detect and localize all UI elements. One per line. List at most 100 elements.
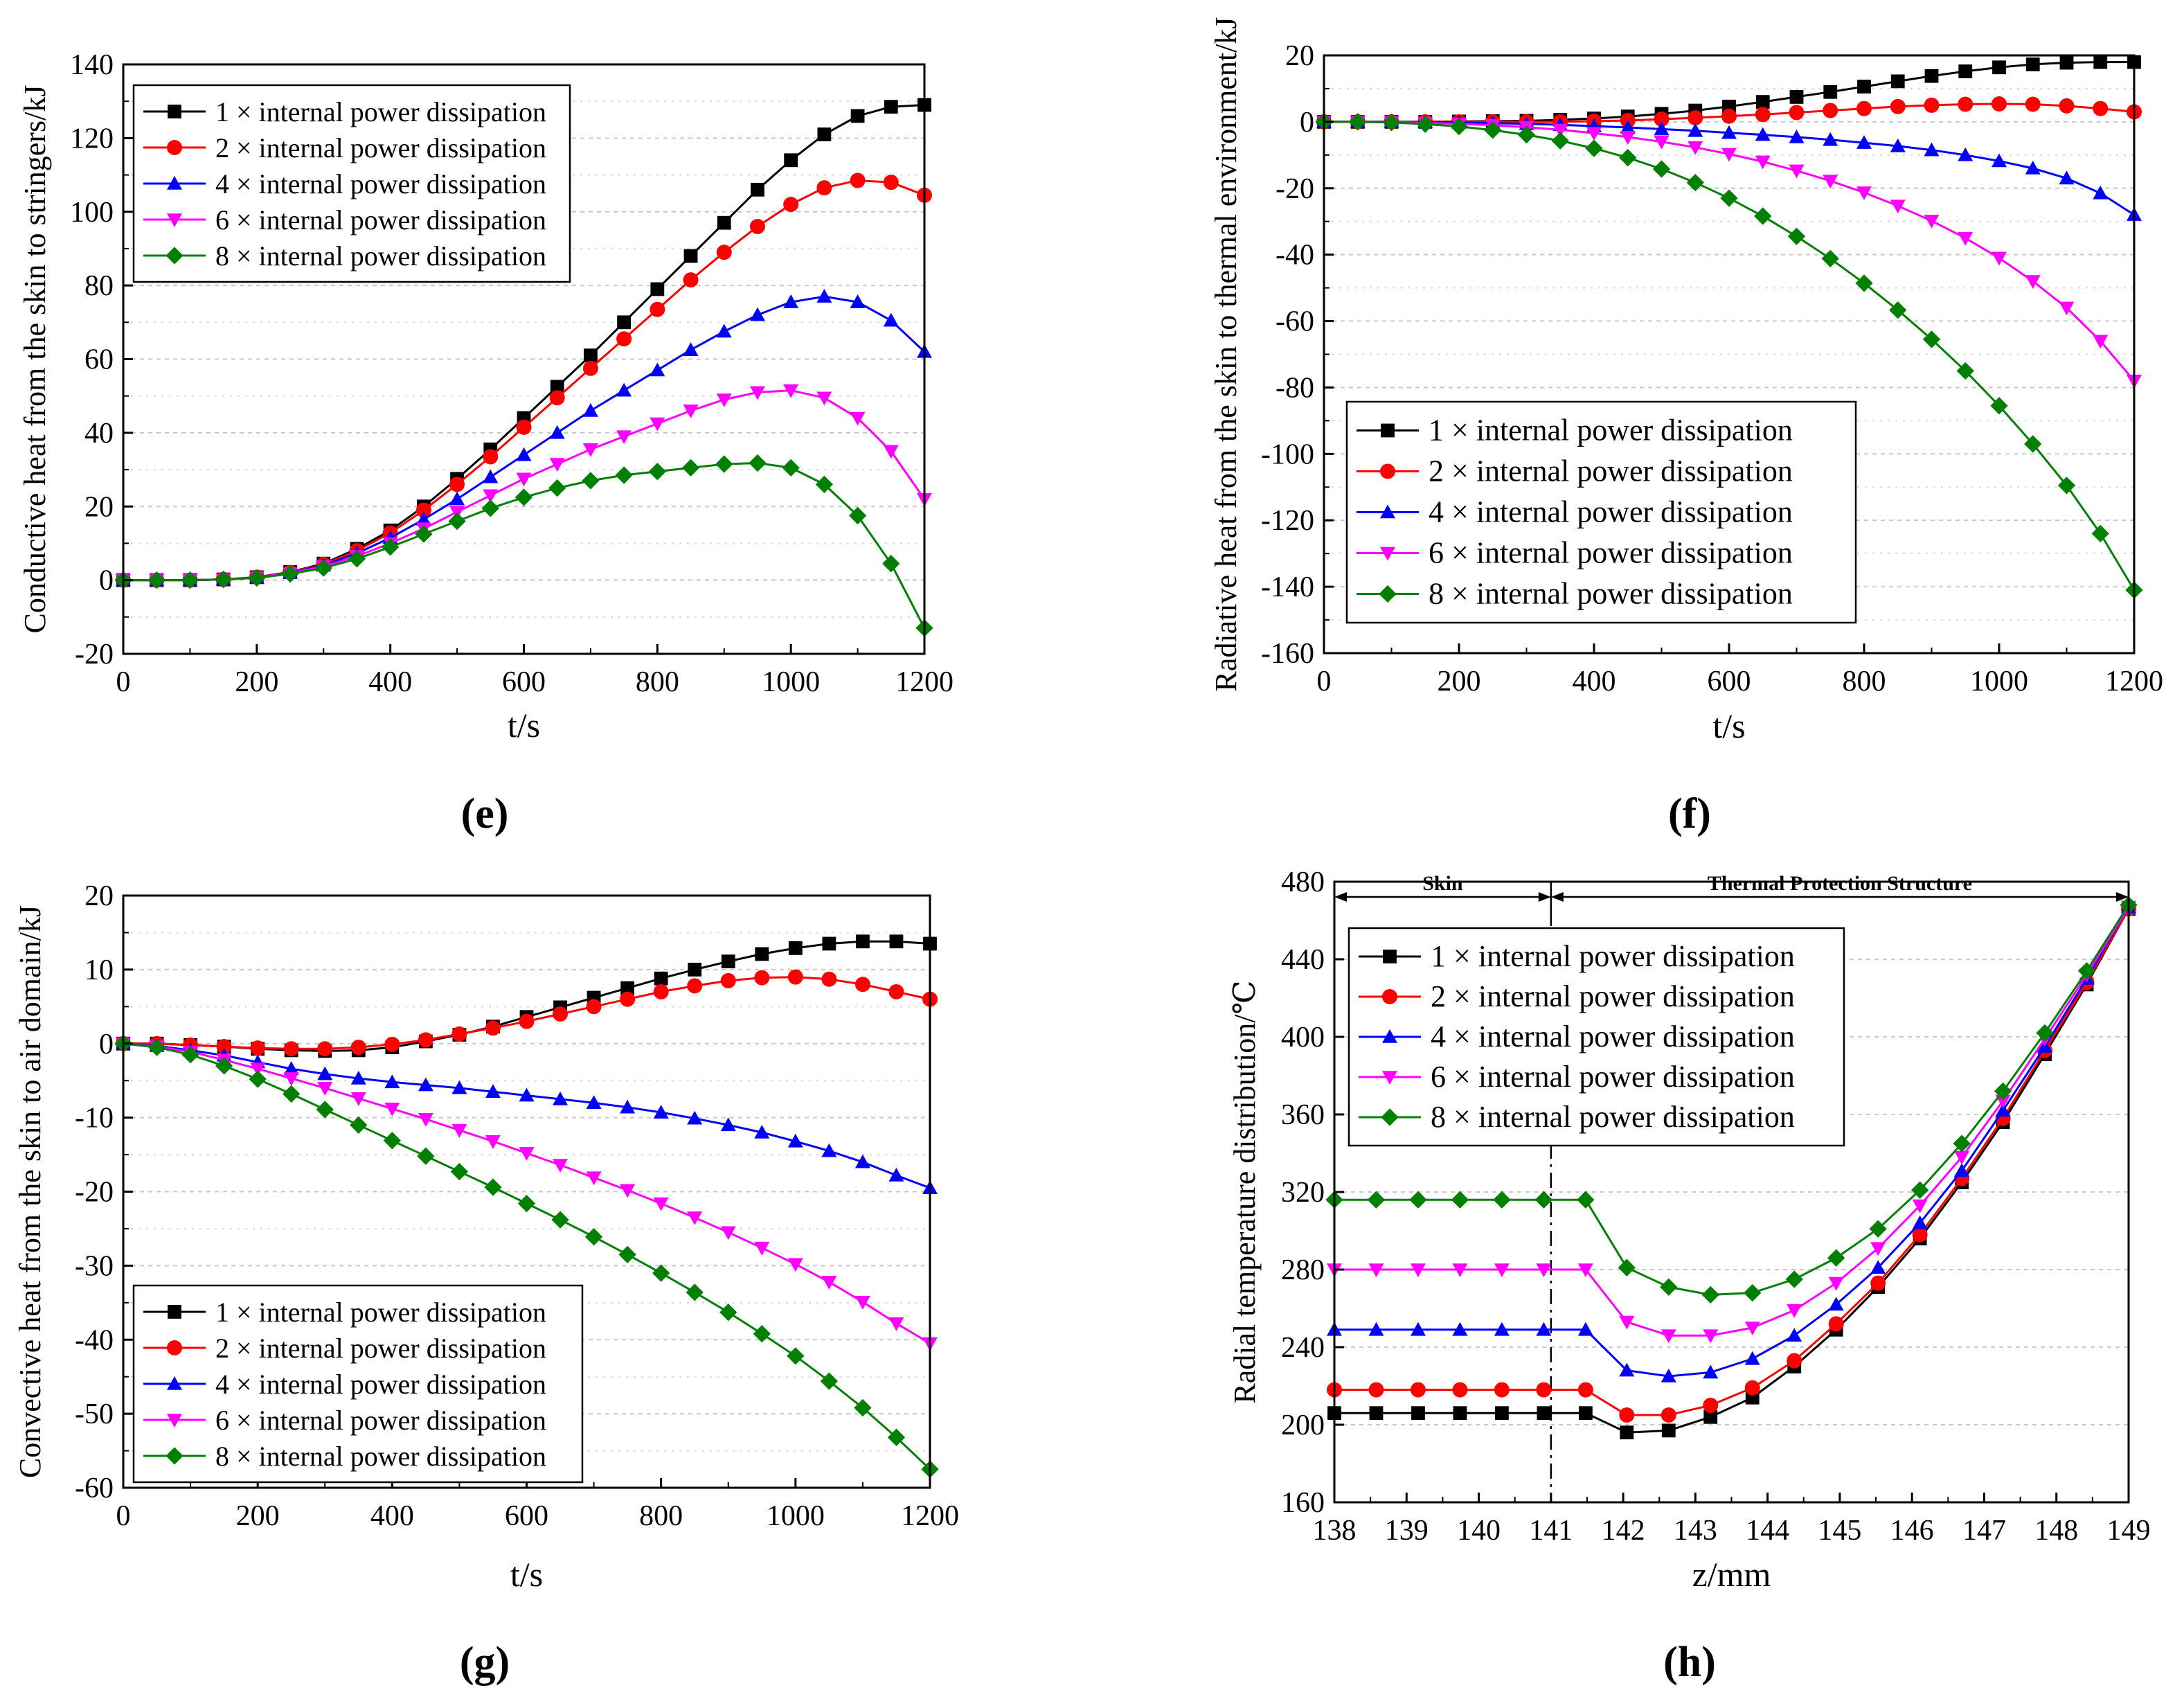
data-point xyxy=(1368,1263,1384,1277)
data-point xyxy=(1619,1407,1635,1423)
data-point xyxy=(1536,1263,1552,1277)
x-tick-label: 148 xyxy=(2034,1515,2078,1547)
data-point xyxy=(1577,1191,1595,1209)
data-point xyxy=(250,1062,266,1077)
legend-label: 6 × internal power dissipation xyxy=(1431,1060,1795,1094)
data-point xyxy=(350,1092,366,1106)
legend-entry: 8 × internal power dissipation xyxy=(143,240,546,272)
data-point xyxy=(2093,100,2109,116)
x-tick-label: 600 xyxy=(505,1500,548,1532)
legend-box xyxy=(1345,400,1857,624)
data-point xyxy=(1958,64,1973,78)
data-point xyxy=(1721,108,1737,124)
data-point xyxy=(653,984,669,999)
y-tick-label: 280 xyxy=(1281,1254,1325,1286)
data-point xyxy=(822,936,836,951)
data-point xyxy=(214,570,233,589)
data-point xyxy=(2059,170,2075,185)
legend-swatch-marker xyxy=(1381,423,1395,438)
data-point xyxy=(1991,251,2007,266)
data-point xyxy=(715,455,733,473)
data-point xyxy=(485,1135,501,1149)
data-point xyxy=(1410,1382,1426,1398)
data-point xyxy=(514,488,533,506)
data-point xyxy=(249,1070,267,1088)
data-point xyxy=(783,384,799,398)
data-point xyxy=(1924,214,1940,229)
data-point xyxy=(1956,362,1974,380)
data-point xyxy=(2091,524,2109,543)
data-point xyxy=(1453,1406,1467,1421)
data-point xyxy=(317,1066,333,1080)
data-point xyxy=(620,1099,636,1114)
data-point xyxy=(1661,1407,1676,1423)
data-point xyxy=(888,1167,904,1182)
data-point xyxy=(1954,1150,1970,1165)
data-point xyxy=(1958,231,1973,246)
data-point xyxy=(749,219,765,235)
data-point xyxy=(1494,1382,1510,1398)
data-point xyxy=(821,1143,837,1157)
x-tick-label: 144 xyxy=(1746,1515,1789,1547)
data-point xyxy=(1924,69,1939,83)
data-point xyxy=(382,538,400,556)
data-point xyxy=(1870,1242,1886,1256)
data-point xyxy=(314,559,332,577)
x-tick-label: 138 xyxy=(1313,1515,1357,1547)
data-point xyxy=(2093,55,2108,69)
data-point xyxy=(1410,1322,1426,1336)
data-point xyxy=(548,479,566,497)
legend-label: 8 × internal power dissipation xyxy=(215,1441,546,1472)
x-tick-label: 0 xyxy=(116,1500,131,1532)
data-point xyxy=(848,506,867,525)
data-point xyxy=(1654,121,1670,136)
data-point xyxy=(1912,1215,1928,1229)
legend-swatch-marker xyxy=(167,213,182,227)
data-point xyxy=(584,348,598,363)
data-point xyxy=(550,380,564,394)
data-point xyxy=(2025,161,2041,175)
data-point xyxy=(620,981,635,995)
data-point xyxy=(1823,103,1838,118)
legend-label: 2 × internal power dissipation xyxy=(1429,454,1793,488)
x-tick-label: 1000 xyxy=(762,666,820,698)
legend-swatch-marker xyxy=(168,105,181,118)
data-point xyxy=(749,386,765,400)
data-point xyxy=(1619,1315,1635,1330)
y-tick-label: -20 xyxy=(1276,173,1314,205)
data-point xyxy=(1755,155,1771,170)
data-point xyxy=(1619,149,1637,167)
data-point xyxy=(2059,55,2074,70)
data-point xyxy=(883,175,899,190)
series-4 xyxy=(116,1037,938,1351)
data-point xyxy=(316,1101,334,1119)
data-point xyxy=(516,447,532,461)
data-point xyxy=(653,1105,669,1119)
data-point xyxy=(1382,114,1401,132)
data-point xyxy=(821,1276,837,1290)
data-point xyxy=(616,331,632,347)
data-point xyxy=(181,571,199,589)
data-point xyxy=(617,315,632,330)
y-tick-label: -20 xyxy=(75,1177,114,1209)
data-point xyxy=(553,1159,569,1173)
data-point xyxy=(883,312,899,327)
data-point xyxy=(1924,97,1940,113)
legend-label: 4 × internal power dissipation xyxy=(1429,495,1793,529)
legend-entry: 4 × internal power dissipation xyxy=(143,1369,546,1400)
data-point xyxy=(216,1039,232,1055)
x-tick-label: 1200 xyxy=(2105,666,2163,697)
data-point xyxy=(248,569,266,587)
y-tick-label: -140 xyxy=(1261,571,1314,603)
panel-e-x-label: t/s xyxy=(508,706,540,745)
data-point xyxy=(683,342,699,357)
data-point xyxy=(749,454,767,472)
legend-entry: 6 × internal power dissipation xyxy=(143,1405,546,1436)
data-point xyxy=(1856,135,1872,149)
data-point xyxy=(1857,80,1871,94)
data-point xyxy=(1912,1199,1928,1213)
legend-swatch-marker xyxy=(1382,989,1397,1004)
data-point xyxy=(1652,160,1671,178)
x-tick-label: 200 xyxy=(235,666,278,698)
